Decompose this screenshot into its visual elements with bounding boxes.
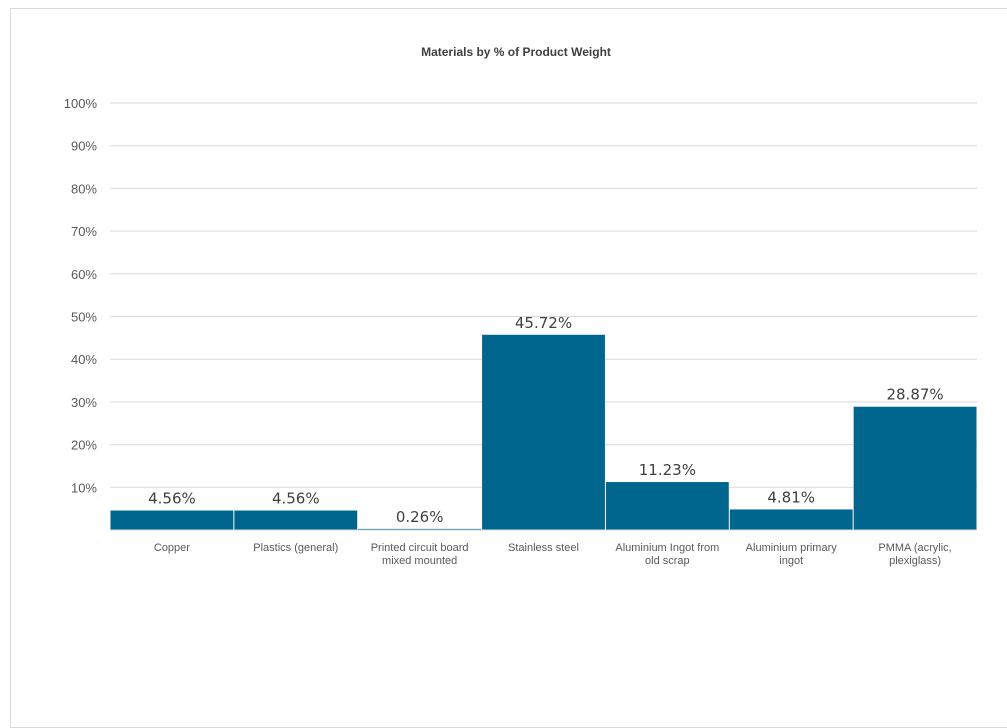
bar [853, 406, 977, 530]
materials-bar-chart: Materials by % of Product Weight 10% 20% 3… [64, 45, 977, 567]
category-label: Aluminium primary ingot [746, 542, 838, 567]
y-tick-label: 30% [71, 395, 97, 410]
category-label: Printed circuit board mixed mounted [371, 542, 469, 567]
y-tick-label: 40% [71, 352, 97, 367]
data-label: 11.23% [639, 461, 696, 479]
bar [358, 528, 482, 530]
data-labels: 4.56% 4.56% 0.26% 45.72% 11.23% 4.81% 28.87% [148, 314, 944, 526]
category-label: Copper [154, 542, 190, 554]
y-tick-label: 10% [71, 480, 97, 495]
y-tick-label: 20% [71, 438, 97, 453]
bar [110, 510, 234, 530]
y-tick-label: 80% [71, 181, 97, 196]
y-tick-label: 70% [71, 224, 97, 239]
data-label: 45.72% [515, 314, 572, 332]
data-label: 4.81% [767, 488, 815, 506]
bars [110, 334, 977, 530]
bar [729, 509, 853, 530]
bar [605, 482, 729, 530]
bar [482, 334, 605, 530]
x-axis-category-labels: Copper Plastics (general) Printed circuit … [154, 542, 952, 567]
data-label: 4.56% [148, 490, 196, 508]
y-tick-label: 50% [71, 310, 97, 325]
category-label: PMMA (acrylic, plexiglass) [878, 542, 951, 567]
category-label: Stainless steel [508, 542, 579, 554]
y-tick-label: 100% [64, 96, 98, 111]
chart-title: Materials by % of Product Weight [421, 45, 611, 59]
data-label: 0.26% [396, 508, 444, 526]
y-axis-tick-labels: 10% 20% 30% 40% 50% 60% 70% 80% 90% 100% [64, 96, 98, 495]
data-label: 28.87% [886, 386, 943, 404]
bar [234, 510, 358, 530]
y-tick-label: 90% [71, 139, 97, 154]
data-label: 4.56% [272, 490, 320, 508]
category-label: Plastics (general) [253, 542, 338, 554]
category-label: Aluminium Ingot from old scrap [615, 542, 719, 567]
y-tick-label: 60% [71, 267, 97, 282]
